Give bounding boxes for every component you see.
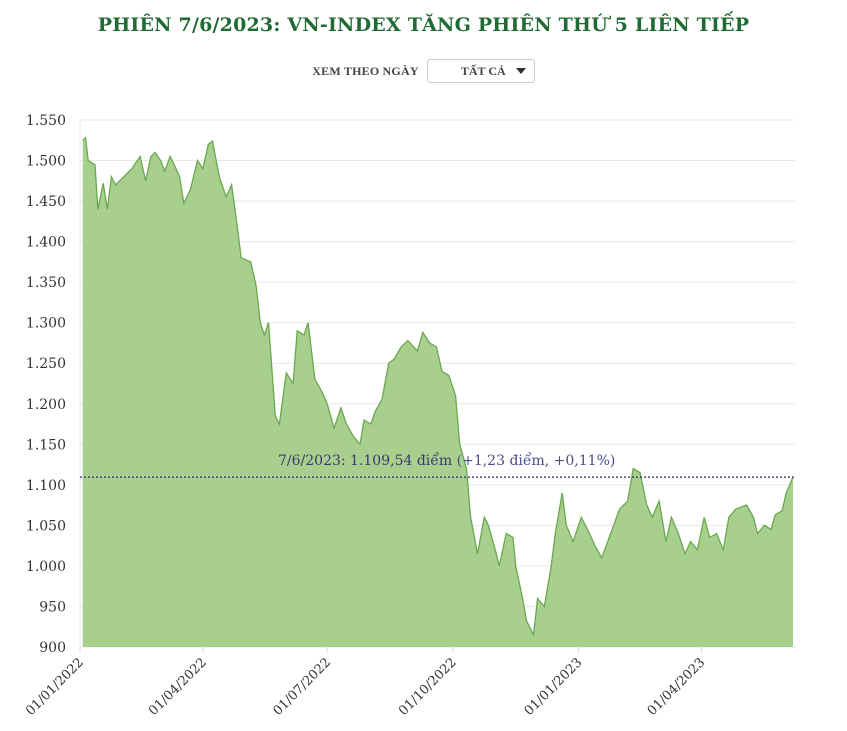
y-tick-label: 1.500 — [26, 154, 66, 170]
latest-value-annotation: 7/6/2023: 1.109,54 điểm (+1,23 điểm, +0,… — [278, 453, 615, 469]
y-tick-label: 1.550 — [26, 113, 66, 129]
date-range-selected-value: TẤT CẢ — [460, 63, 506, 78]
y-tick-label: 1.200 — [26, 397, 66, 413]
date-range-select[interactable]: TẤT CẢ — [426, 59, 535, 83]
x-tick-label: 01/01/2023 — [522, 655, 586, 719]
annotation-change: (+1,23 điểm, +0,11%) — [456, 453, 616, 469]
y-tick-label: 1.250 — [26, 356, 66, 372]
vnindex-line — [82, 136, 794, 638]
y-tick-label: 900 — [39, 640, 66, 656]
caret-down-icon — [515, 68, 526, 74]
x-tick-label: 01/01/2022 — [23, 655, 87, 719]
filter-label: XEM THEO NGÀY — [312, 63, 419, 78]
annotation-date-value: 7/6/2023: 1.109,54 điểm — [278, 453, 453, 469]
y-tick-label: 1.350 — [26, 275, 66, 291]
x-tick-label: 01/10/2022 — [396, 655, 460, 719]
x-tick-label: 01/04/2022 — [146, 655, 210, 719]
chart-title: PHIÊN 7/6/2023: VN-INDEX TĂNG PHIÊN THỨ … — [97, 14, 750, 36]
y-tick-label: 1.300 — [26, 316, 66, 332]
x-tick-label: 01/04/2023 — [645, 655, 709, 719]
vnindex-area — [82, 137, 793, 648]
y-tick-label: 1.400 — [26, 235, 66, 251]
y-tick-label: 1.100 — [26, 478, 66, 494]
x-tick-label: 01/07/2022 — [270, 655, 334, 719]
y-tick-label: 1.150 — [26, 437, 66, 453]
y-tick-label: 1.450 — [26, 194, 66, 210]
y-tick-label: 950 — [39, 599, 66, 615]
y-tick-label: 1.000 — [26, 559, 66, 575]
x-axis: 01/01/2022 01/04/2022 01/07/2022 01/10/2022… — [23, 647, 708, 719]
y-axis: 900 950 1.000 1.050 1.100 1.150 1.200 1.250 1.30… — [26, 113, 66, 656]
y-tick-label: 1.050 — [26, 518, 66, 534]
date-filter: XEM THEO NGÀY TẤT CẢ — [0, 59, 847, 83]
